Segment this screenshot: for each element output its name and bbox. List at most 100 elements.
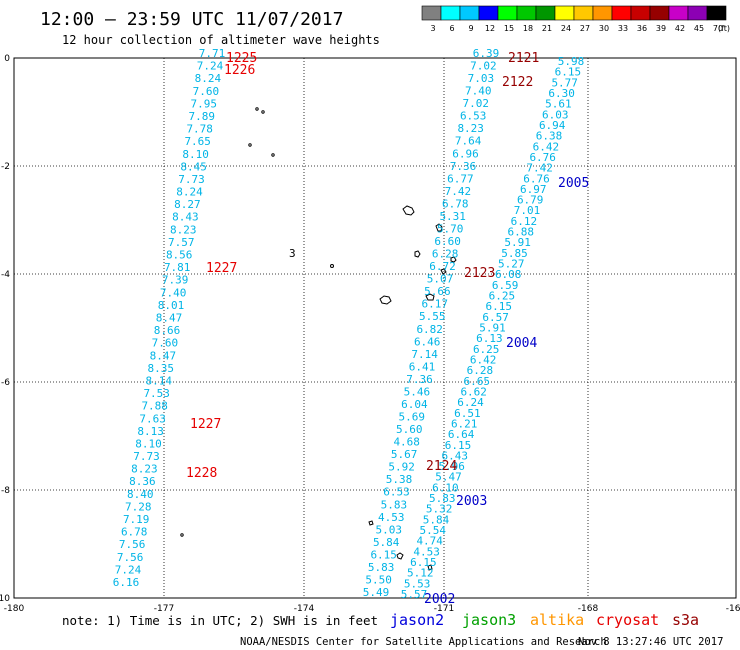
color-scale-tick: 6: [449, 24, 454, 33]
wave-height-value: 5.92: [388, 461, 415, 474]
wave-height-value: 4.53: [378, 511, 405, 524]
color-scale-swatch: [630, 5, 651, 21]
wave-height-value: 6.15: [486, 300, 513, 313]
wave-height-value: 6.13: [476, 332, 503, 345]
wave-height-value: 6.03: [542, 108, 569, 121]
color-scale-tick: 9: [468, 24, 473, 33]
wave-height-value: 6.21: [451, 417, 478, 430]
island-outline: [261, 110, 265, 114]
pass-time-label: 2003: [456, 494, 487, 509]
wave-height-value: 6.79: [517, 194, 544, 207]
map-subtitle: 12 hour collection of altimeter wave hei…: [62, 33, 380, 47]
color-scale-swatch: [592, 5, 613, 21]
legend-entry-jason3: jason3: [462, 611, 516, 629]
wave-height-value: 7.03: [468, 72, 495, 85]
wave-height-value: 7.24: [115, 563, 142, 576]
wave-height-value: 6.17: [422, 298, 449, 311]
color-scale-tick: 12: [485, 24, 495, 33]
wave-height-value: 5.83: [429, 492, 456, 505]
island-outline: [330, 264, 334, 268]
wave-height-value: 6.25: [489, 290, 516, 303]
wave-height-value: 7.89: [189, 110, 216, 123]
wave-height-value: 5.84: [373, 536, 400, 549]
wave-height-value: 6.65: [464, 375, 491, 388]
wave-height-value: 7.02: [463, 97, 490, 110]
island-outlines: [180, 107, 457, 571]
latitude-tick-label: -6: [1, 378, 10, 388]
latitude-tick-label: -10: [0, 594, 10, 604]
wave-height-value: 7.42: [526, 162, 553, 175]
wave-height-value: 8.27: [174, 198, 201, 211]
wave-height-value: 7.40: [465, 85, 492, 98]
wave-height-value: 7.73: [178, 173, 205, 186]
wave-height-value: 8.10: [182, 148, 209, 161]
latitude-tick-label: 0: [4, 54, 10, 64]
longitude-tick-label: -168: [578, 604, 599, 614]
wave-height-value: 6.72: [429, 260, 456, 273]
color-scale-tick: 24: [561, 24, 571, 33]
color-scale-swatch: [440, 5, 461, 21]
wave-height-value: 8.35: [148, 362, 175, 375]
color-scale-tick: 21: [542, 24, 552, 33]
wave-height-value: 5.70: [437, 223, 464, 236]
wave-height-value: 8.10: [135, 438, 162, 451]
color-scale-tick: 30: [599, 24, 609, 33]
island-outline: [435, 223, 443, 232]
pass-time-label: 2123: [464, 266, 495, 281]
wave-height-value: 5.38: [386, 473, 413, 486]
wave-height-value: 6.04: [401, 398, 428, 411]
color-scale-swatch: [649, 5, 670, 21]
wave-height-value: 5.27: [498, 258, 525, 271]
longitude-tick-label: -180: [4, 604, 25, 614]
wave-height-value: 7.36: [450, 160, 477, 173]
color-scale-tick: 3: [430, 24, 435, 33]
wave-height-value: 7.53: [143, 387, 170, 400]
wave-height-value: 4.68: [393, 436, 420, 449]
island-outline: [368, 520, 374, 526]
wave-height-value: 8.14: [146, 375, 173, 388]
wave-height-value: 5.98: [558, 55, 585, 68]
wave-height-value: 6.97: [520, 183, 547, 196]
wave-height-value: 5.12: [407, 567, 434, 580]
wave-height-value: 6.39: [473, 47, 500, 60]
wave-height-value: 5.03: [376, 523, 403, 536]
wave-height-value: 7.81: [164, 261, 191, 274]
wave-height-value: 7.64: [455, 135, 482, 148]
wave-height-value: 7.65: [184, 135, 211, 148]
map-title: 12:00 – 23:59 UTC 11/07/2017: [40, 9, 343, 30]
island-outline: [180, 533, 184, 537]
pass-time-label: 2122: [502, 75, 533, 90]
wave-height-value: 7.19: [123, 513, 150, 526]
pass-time-label: 1227: [206, 261, 237, 276]
legend-entry-jason2: jason2: [390, 611, 444, 629]
color-scale-swatch: [497, 5, 518, 21]
wave-height-value: 8.66: [154, 324, 181, 337]
satellite-legend: jason2 jason3 altika cryosat s3a: [390, 611, 699, 629]
color-scale-tick: 36: [637, 24, 647, 33]
wave-height-value: 7.63: [139, 412, 166, 425]
wave-height-value: 5.54: [420, 524, 447, 537]
wave-height-value: 5.50: [365, 574, 392, 587]
wave-height-value: 6.82: [416, 323, 443, 336]
latitude-tick-label: -4: [1, 270, 10, 280]
wave-height-value: 6.46: [414, 335, 441, 348]
color-scale-tick: 15: [504, 24, 514, 33]
color-scale-unit: (ft): [718, 24, 730, 33]
color-scale-swatch: [668, 5, 689, 21]
island-outline: [402, 205, 415, 216]
wave-height-value: 6.78: [442, 197, 469, 210]
wave-height-value: 7.36: [406, 373, 433, 386]
wave-height-value: 8.56: [166, 249, 193, 262]
wave-height-value: 8.24: [176, 186, 203, 199]
wave-height-value: 5.47: [435, 471, 462, 484]
lat-lon-grid: [14, 58, 736, 598]
wave-height-value: 8.47: [156, 312, 183, 325]
pass-time-label: 1228: [186, 466, 217, 481]
wave-height-value: 5.31: [439, 210, 466, 223]
axis-labels: -180 -177 -174 -171 -168 -165 0 -2 -4 -6 -8 -10: [0, 54, 740, 614]
wave-height-value: 5.84: [423, 513, 450, 526]
wave-height-value: 6.38: [536, 130, 563, 143]
wave-height-value: 7.56: [119, 538, 146, 551]
wave-height-value: 6.15: [555, 66, 582, 79]
